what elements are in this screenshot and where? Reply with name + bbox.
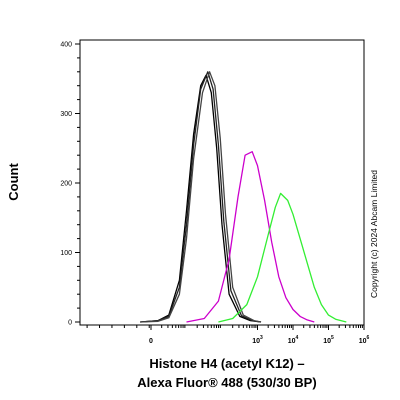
x-tick-label-exponent: 3 [260, 335, 263, 341]
copyright-annotation: Copyright (c) 2024 Abcam Limited [369, 170, 379, 298]
x-tick-label-base: 10 [359, 338, 367, 345]
x-tick-label: 104 [288, 335, 299, 345]
x-tick-label: 106 [359, 335, 370, 345]
x-axis-label-line-2: Alexa Fluor® 488 (530/30 BP) [137, 375, 316, 390]
y-axis-label: Count [6, 163, 21, 201]
x-tick-label-base: 10 [323, 338, 331, 345]
y-tick-label: 400 [60, 42, 72, 49]
x-tick-label-exponent: 5 [331, 335, 334, 341]
y-tick-label: 200 [60, 181, 72, 188]
x-tick-label-base: 10 [252, 338, 260, 345]
x-tick-label: 105 [323, 335, 334, 345]
x-tick-label: 103 [252, 335, 263, 345]
histogram-series-line-2 [140, 71, 262, 323]
series-layer [140, 71, 347, 323]
x-tick-label: 0 [149, 338, 153, 345]
x-tick-label-base: 10 [288, 338, 296, 345]
x-tick-label-base: 0 [149, 338, 153, 345]
y-tick-label: 0 [68, 320, 72, 327]
histogram-series-line-3 [140, 71, 262, 323]
histogram-series-line-1 [140, 74, 262, 323]
histogram-series-line-5 [218, 192, 347, 323]
histogram-series-line-4 [186, 151, 315, 323]
y-tick-label: 300 [60, 111, 72, 118]
x-axis-label-line-1: Histone H4 (acetyl K12) – [149, 356, 304, 371]
y-tick-label: 100 [60, 250, 72, 257]
plot-frame [79, 39, 365, 326]
x-tick-label-exponent: 4 [296, 335, 299, 341]
x-tick-label-exponent: 6 [367, 335, 370, 341]
